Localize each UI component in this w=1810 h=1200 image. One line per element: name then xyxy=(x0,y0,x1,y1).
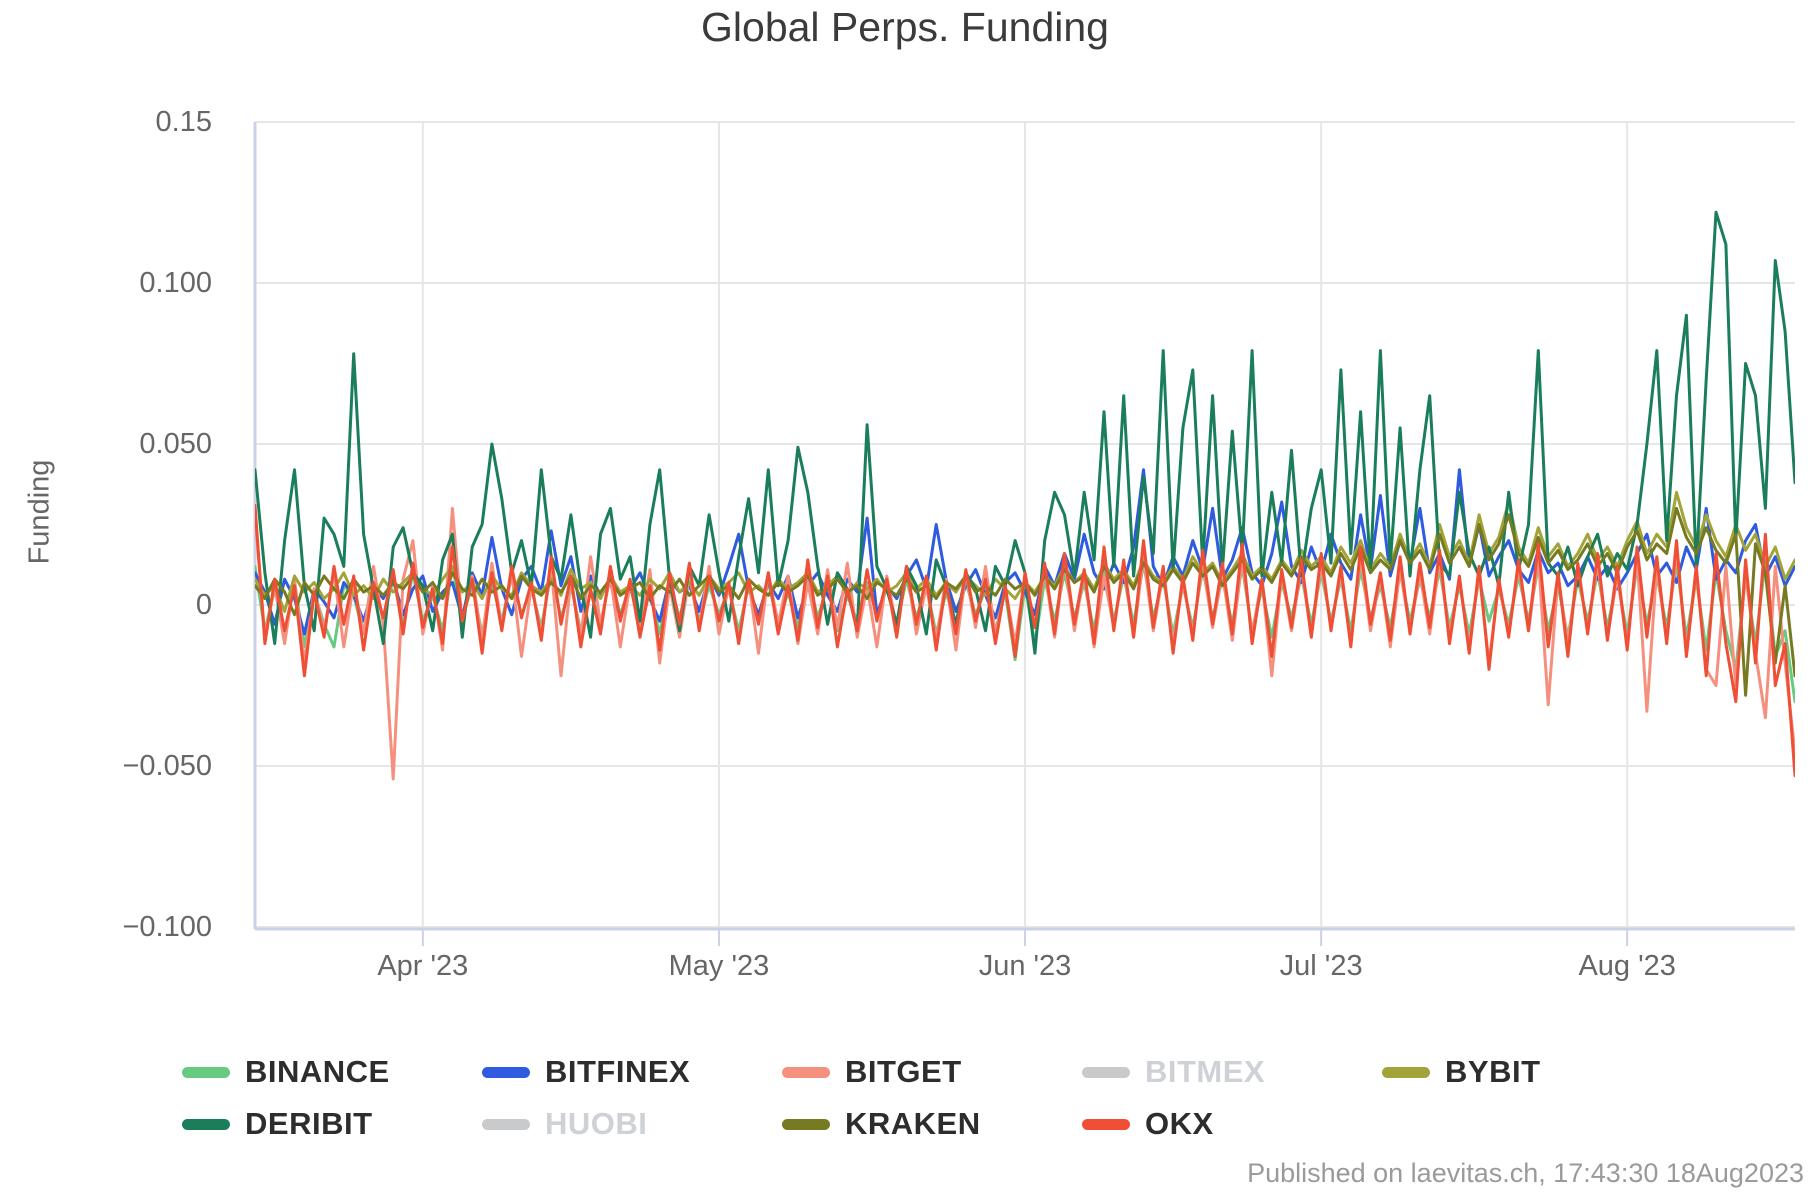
legend-swatch-deribit xyxy=(182,1118,230,1130)
legend-label: DERIBIT xyxy=(245,1106,373,1141)
legend-item-bitmex[interactable]: BITMEX xyxy=(1082,1048,1382,1096)
legend-label: OKX xyxy=(1145,1106,1214,1141)
legend-item-huobi[interactable]: HUOBI xyxy=(482,1100,782,1148)
legend-swatch-bitfinex xyxy=(482,1066,530,1078)
x-tick-label: Jul '23 xyxy=(1279,950,1363,982)
y-tick-label: −0.050 xyxy=(122,750,212,782)
legend-swatch-bitget xyxy=(782,1066,830,1078)
legend-swatch-bybit xyxy=(1382,1066,1430,1078)
legend-swatch-kraken xyxy=(782,1118,830,1130)
legend-item-deribit[interactable]: DERIBIT xyxy=(182,1100,482,1148)
chart-title: Global Perps. Funding xyxy=(701,4,1109,50)
legend-label: BITMEX xyxy=(1145,1054,1266,1089)
credits-link[interactable]: Published on laevitas.ch, 17:43:30 18Aug… xyxy=(1247,1158,1804,1188)
series-line-okx[interactable] xyxy=(255,503,1795,778)
legend-swatch-bitmex xyxy=(1082,1066,1130,1078)
y-tick-label: 0 xyxy=(195,589,212,621)
legend-swatch-binance xyxy=(182,1066,230,1078)
y-tick-label: 0.15 xyxy=(155,106,212,138)
x-tick-label: May '23 xyxy=(668,950,770,982)
legend-item-kraken[interactable]: KRAKEN xyxy=(782,1100,1082,1148)
legend-label: BITFINEX xyxy=(545,1054,691,1089)
legend-label: KRAKEN xyxy=(845,1106,981,1141)
legend-label: BITGET xyxy=(845,1054,962,1089)
legend-item-binance[interactable]: BINANCE xyxy=(182,1048,482,1096)
legend-swatch-huobi xyxy=(482,1118,530,1130)
x-tick-label: Apr '23 xyxy=(377,950,469,982)
y-tick-label: 0.050 xyxy=(139,428,212,460)
legend-label: BINANCE xyxy=(245,1054,390,1089)
y-tick-label: 0.100 xyxy=(139,267,212,299)
legend: BINANCE BITFINEX BITGET BITMEX BYBIT DERIBIT H… xyxy=(182,1048,1682,1148)
legend-item-bitfinex[interactable]: BITFINEX xyxy=(482,1048,782,1096)
x-tick-label: Aug '23 xyxy=(1578,950,1676,982)
y-tick-label: −0.100 xyxy=(122,911,212,943)
legend-item-bitget[interactable]: BITGET xyxy=(782,1048,1082,1096)
legend-item-okx[interactable]: OKX xyxy=(1082,1100,1382,1148)
legend-label: HUOBI xyxy=(545,1106,648,1141)
legend-item-bybit[interactable]: BYBIT xyxy=(1382,1048,1682,1096)
legend-swatch-okx xyxy=(1082,1118,1130,1130)
x-tick-label: Jun '23 xyxy=(978,950,1072,982)
legend-label: BYBIT xyxy=(1445,1054,1541,1089)
